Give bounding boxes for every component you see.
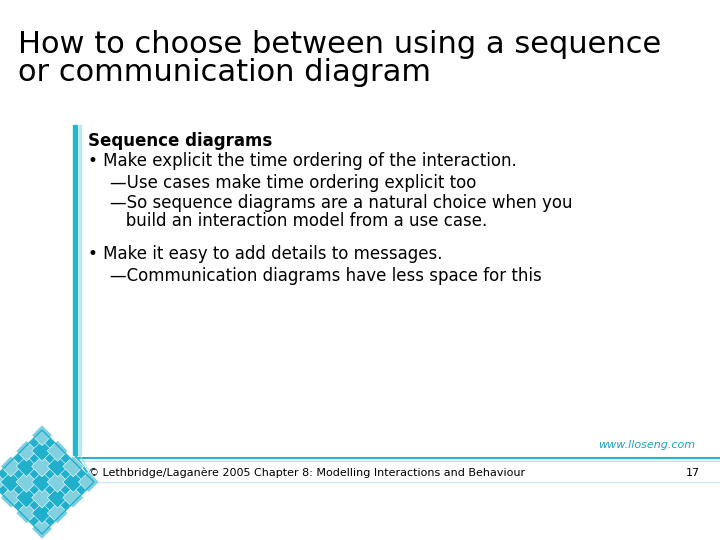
Polygon shape [0,471,6,492]
Polygon shape [32,456,53,477]
Text: —So sequence diagrams are a natural choice when you: —So sequence diagrams are a natural choi… [110,194,572,212]
Polygon shape [48,471,68,492]
Polygon shape [48,441,68,461]
Polygon shape [63,456,84,477]
Polygon shape [32,441,53,461]
Bar [73,125,77,455]
Polygon shape [1,487,21,508]
Text: How to choose between using a sequence: How to choose between using a sequence [18,30,661,59]
Polygon shape [16,441,37,461]
Text: www.lloseng.com: www.lloseng.com [598,440,695,450]
Polygon shape [16,487,37,508]
Text: or communication diagram: or communication diagram [18,58,431,87]
Polygon shape [16,503,37,524]
Text: Chapter 8: Modelling Interactions and Behaviour: Chapter 8: Modelling Interactions and Be… [254,468,526,478]
Polygon shape [32,518,53,539]
Polygon shape [32,471,53,492]
Text: Sequence diagrams: Sequence diagrams [88,132,272,150]
Polygon shape [1,471,21,492]
Text: build an interaction model from a use case.: build an interaction model from a use ca… [110,212,487,230]
Polygon shape [63,471,84,492]
Polygon shape [63,487,84,508]
Polygon shape [0,430,94,534]
Polygon shape [1,456,21,477]
Polygon shape [16,471,37,492]
Polygon shape [78,471,99,492]
Polygon shape [32,503,53,524]
Polygon shape [48,503,68,524]
Text: —Use cases make time ordering explicit too: —Use cases make time ordering explicit t… [110,174,477,192]
Polygon shape [32,487,53,508]
Polygon shape [32,425,53,446]
Text: —Communication diagrams have less space for this: —Communication diagrams have less space … [110,267,541,285]
Polygon shape [48,487,68,508]
Text: 17: 17 [686,468,700,478]
Text: • Make explicit the time ordering of the interaction.: • Make explicit the time ordering of the… [88,152,517,170]
Text: • Make it easy to add details to messages.: • Make it easy to add details to message… [88,245,443,263]
Polygon shape [16,456,37,477]
Text: © Lethbridge/Laganère 2005: © Lethbridge/Laganère 2005 [88,468,251,478]
Polygon shape [48,456,68,477]
Bar [79,125,81,455]
